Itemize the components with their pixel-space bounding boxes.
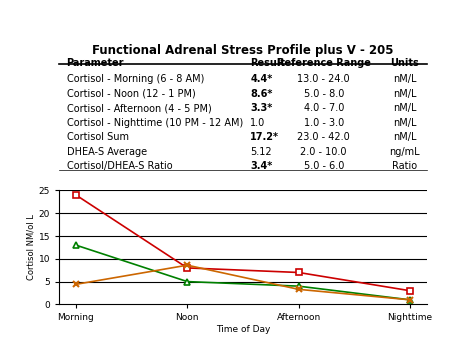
Y-axis label: Cortisol NM/ol L: Cortisol NM/ol L — [27, 214, 36, 280]
Text: nM/L: nM/L — [393, 132, 416, 142]
Text: 5.0 - 6.0: 5.0 - 6.0 — [303, 161, 344, 171]
Text: Parameter: Parameter — [66, 58, 124, 68]
Text: 17.2*: 17.2* — [250, 132, 279, 142]
Text: 5.12: 5.12 — [250, 146, 272, 157]
Text: DHEA-S Average: DHEA-S Average — [66, 146, 147, 157]
Text: 8.6*: 8.6* — [250, 89, 273, 99]
Text: Cortisol - Afternoon (4 - 5 PM): Cortisol - Afternoon (4 - 5 PM) — [66, 103, 211, 113]
Text: 1.0: 1.0 — [250, 118, 265, 128]
Text: nM/L: nM/L — [393, 89, 416, 99]
Text: nM/L: nM/L — [393, 118, 416, 128]
Text: Ratio: Ratio — [392, 161, 417, 171]
Text: Functional Adrenal Stress Profile plus V - 205: Functional Adrenal Stress Profile plus V… — [92, 44, 394, 57]
Text: 3.3*: 3.3* — [250, 103, 273, 113]
Text: 4.4*: 4.4* — [250, 74, 273, 84]
Text: Cortisol - Noon (12 - 1 PM): Cortisol - Noon (12 - 1 PM) — [66, 89, 195, 99]
Text: nM/L: nM/L — [393, 103, 416, 113]
Text: nM/L: nM/L — [393, 74, 416, 84]
X-axis label: Time of Day: Time of Day — [216, 325, 270, 334]
Text: 5.0 - 8.0: 5.0 - 8.0 — [303, 89, 344, 99]
Text: Cortisol - Nighttime (10 PM - 12 AM): Cortisol - Nighttime (10 PM - 12 AM) — [66, 118, 243, 128]
Text: 3.4*: 3.4* — [250, 161, 273, 171]
Text: 23.0 - 42.0: 23.0 - 42.0 — [297, 132, 350, 142]
Text: Cortisol/DHEA-S Ratio: Cortisol/DHEA-S Ratio — [66, 161, 172, 171]
Text: 13.0 - 24.0: 13.0 - 24.0 — [297, 74, 350, 84]
Text: Result: Result — [250, 58, 285, 68]
Text: Units: Units — [390, 58, 419, 68]
Text: Reference Range: Reference Range — [277, 58, 371, 68]
Text: 4.0 - 7.0: 4.0 - 7.0 — [303, 103, 344, 113]
Text: 2.0 - 10.0: 2.0 - 10.0 — [301, 146, 347, 157]
Text: 1.0 - 3.0: 1.0 - 3.0 — [304, 118, 344, 128]
Text: ng/mL: ng/mL — [389, 146, 420, 157]
Text: Cortisol - Morning (6 - 8 AM): Cortisol - Morning (6 - 8 AM) — [66, 74, 204, 84]
Text: Cortisol Sum: Cortisol Sum — [66, 132, 128, 142]
